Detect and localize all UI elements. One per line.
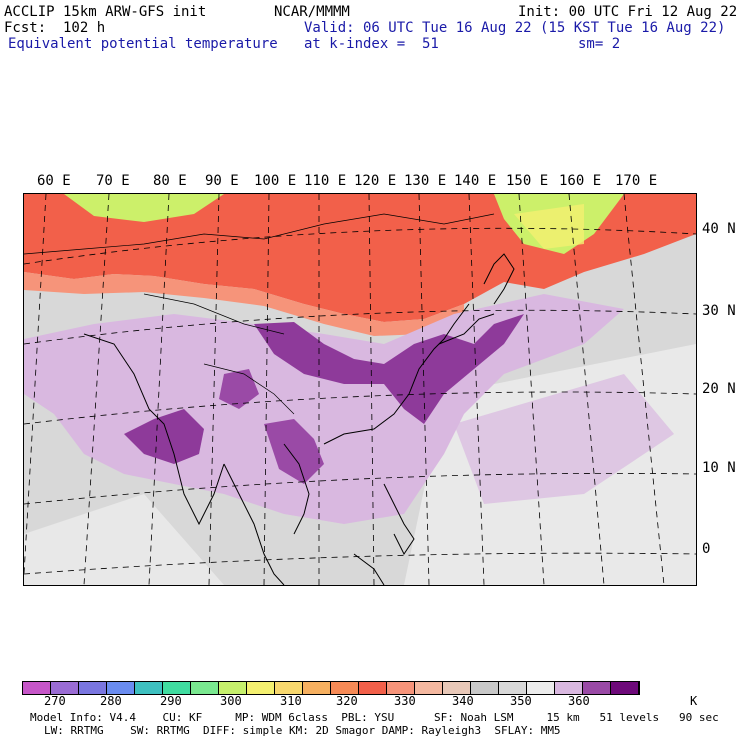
map-canvas bbox=[24, 194, 696, 585]
lat-label: 0 bbox=[702, 541, 711, 557]
graticule bbox=[24, 194, 696, 585]
colorbar-unit: K bbox=[690, 694, 698, 708]
moist-region bbox=[454, 374, 674, 504]
colorbar-label: 310 bbox=[280, 694, 302, 708]
colorbar-swatch bbox=[527, 682, 555, 694]
model-info-line2: LW: RRTMG SW: RRTMG DIFF: simple KM: 2D … bbox=[44, 724, 561, 737]
high-theta-e-core bbox=[219, 369, 259, 409]
colorbar-swatch bbox=[303, 682, 331, 694]
high-theta-e-core bbox=[264, 419, 324, 484]
colorbar-swatch bbox=[471, 682, 499, 694]
lon-label: 90 E bbox=[205, 173, 239, 189]
colorbar-swatch bbox=[23, 682, 51, 694]
high-theta-e-core bbox=[124, 409, 204, 464]
model-title: ACCLIP 15km ARW-GFS init bbox=[4, 4, 207, 20]
forecast-hour: Fcst: 102 h bbox=[4, 20, 106, 36]
coastlines bbox=[83, 253, 515, 585]
colorbar-swatch bbox=[275, 682, 303, 694]
theta-e-map bbox=[23, 193, 697, 586]
lon-label: 170 E bbox=[615, 173, 658, 189]
colorbar-label: 360 bbox=[568, 694, 590, 708]
colorbar-swatch bbox=[415, 682, 443, 694]
colorbar-label: 350 bbox=[510, 694, 532, 708]
colorbar bbox=[22, 681, 640, 695]
lon-label: 80 E bbox=[153, 173, 187, 189]
colorbar-swatch bbox=[359, 682, 387, 694]
colorbar-swatch bbox=[611, 682, 639, 694]
colorbar-label: 280 bbox=[100, 694, 122, 708]
colorbar-swatch bbox=[443, 682, 471, 694]
model-info-line1: Model Info: V4.4 CU: KF MP: WDM 6class P… bbox=[30, 711, 719, 724]
colorbar-swatch bbox=[247, 682, 275, 694]
lat-label: 10 N bbox=[702, 460, 736, 476]
colorbar-label: 290 bbox=[160, 694, 182, 708]
lon-label: 120 E bbox=[354, 173, 397, 189]
smoothing: sm= 2 bbox=[578, 36, 621, 52]
lon-label: 140 E bbox=[454, 173, 497, 189]
colorbar-swatch bbox=[191, 682, 219, 694]
colorbar-swatch bbox=[583, 682, 611, 694]
lon-label: 130 E bbox=[404, 173, 447, 189]
colorbar-label: 320 bbox=[336, 694, 358, 708]
lon-label: 100 E bbox=[254, 173, 297, 189]
lon-label: 150 E bbox=[506, 173, 549, 189]
colorbar-label: 270 bbox=[44, 694, 66, 708]
lat-label: 20 N bbox=[702, 381, 736, 397]
colorbar-label: 340 bbox=[452, 694, 474, 708]
colorbar-swatch bbox=[135, 682, 163, 694]
colorbar-swatch bbox=[387, 682, 415, 694]
colorbar-label: 300 bbox=[220, 694, 242, 708]
warm-band-edge bbox=[24, 272, 464, 336]
lon-label: 60 E bbox=[37, 173, 71, 189]
colorbar-swatch bbox=[79, 682, 107, 694]
country-borders bbox=[24, 213, 495, 415]
colorbar-swatch bbox=[555, 682, 583, 694]
lon-label: 70 E bbox=[96, 173, 130, 189]
lon-label: 160 E bbox=[559, 173, 602, 189]
field-name: Equivalent potential temperature bbox=[8, 36, 278, 52]
center-name: NCAR/MMMM bbox=[274, 4, 350, 20]
valid-time: Valid: 06 UTC Tue 16 Aug 22 (15 KST Tue … bbox=[304, 20, 726, 36]
vertical-level: at k-index = 51 bbox=[304, 36, 439, 52]
colorbar-swatch bbox=[219, 682, 247, 694]
cold-patch bbox=[64, 194, 224, 222]
cool-patch bbox=[514, 204, 584, 249]
colorbar-swatch bbox=[499, 682, 527, 694]
lon-label: 110 E bbox=[304, 173, 347, 189]
colorbar-swatch bbox=[163, 682, 191, 694]
high-theta-e-core bbox=[254, 314, 524, 424]
colorbar-swatch bbox=[331, 682, 359, 694]
init-time: Init: 00 UTC Fri 12 Aug 22 bbox=[518, 4, 738, 20]
lat-label: 40 N bbox=[702, 221, 736, 237]
colorbar-label: 330 bbox=[394, 694, 416, 708]
colorbar-swatch bbox=[107, 682, 135, 694]
colorbar-swatch bbox=[51, 682, 79, 694]
ocean-light-field bbox=[24, 494, 224, 585]
lat-label: 30 N bbox=[702, 303, 736, 319]
